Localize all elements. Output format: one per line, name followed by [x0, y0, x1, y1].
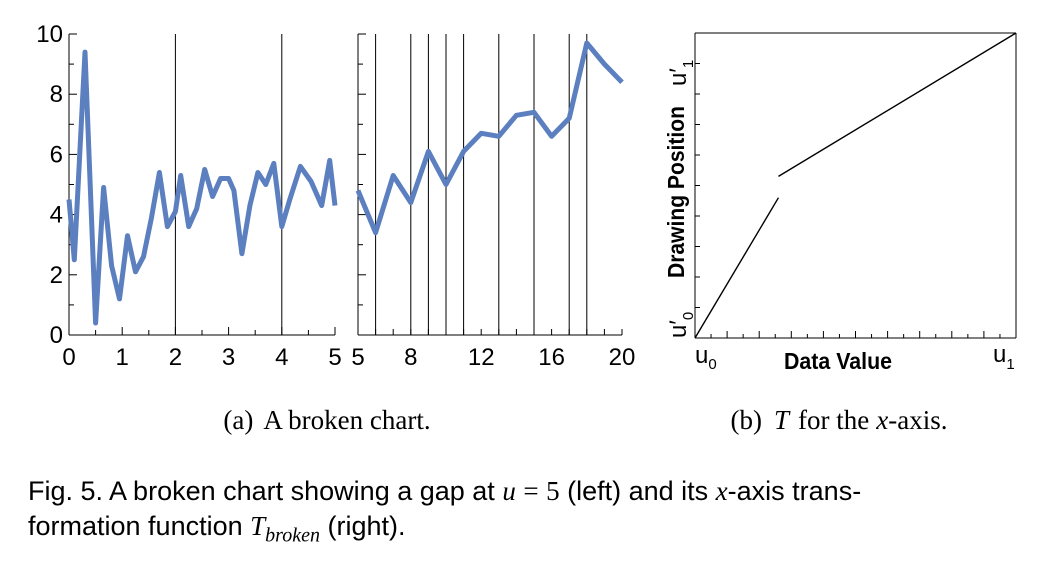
left-x-tick-label: 5: [328, 344, 341, 371]
left-x-tick-label: 1: [116, 344, 129, 371]
left-series-line: [66, 49, 338, 326]
left-x-tick-label: 4: [275, 344, 288, 371]
svg-text:u′1: u′1: [665, 60, 697, 86]
t-x-min-label: u0: [695, 342, 717, 373]
left-chart-panel: 0 2 4 6 8 10 0 1 2 3 4 5: [36, 21, 341, 371]
left-y-tick-label: 10: [36, 21, 63, 48]
t-y-max-label: u′1: [665, 60, 697, 86]
left-y-tick-label: 2: [50, 262, 63, 289]
left-y-tick-label: 0: [50, 322, 63, 349]
subcaption-a: (a) A broken chart.: [223, 405, 430, 435]
right-chart-panel: 5 8 12 16 20: [351, 33, 636, 371]
right-x-tick-label: 5: [351, 344, 364, 371]
figure-caption: Fig. 5. A broken chart showing a gap at …: [28, 476, 862, 547]
right-x-tick-label: 8: [404, 344, 417, 371]
t-y-min-label: u′0: [665, 312, 697, 338]
t-y-axis-title: Drawing Position: [663, 106, 689, 278]
t-x-max-label: u1: [993, 341, 1015, 373]
t-y-axis-title-group: Drawing Position: [663, 106, 689, 278]
right-x-tick-label: 16: [538, 344, 565, 371]
left-x-tick-label: 0: [62, 344, 75, 371]
left-x-tick-label: 2: [169, 344, 182, 371]
svg-text:u′0: u′0: [665, 312, 697, 338]
left-y-tick-label: 8: [50, 81, 63, 108]
right-x-tick-label: 20: [609, 344, 636, 371]
left-y-tick-label: 4: [50, 202, 63, 229]
t-segment-1: [694, 197, 780, 339]
t-x-axis-title: Data Value: [784, 348, 892, 374]
transformation-panel: u0 u1 Data Value u′0 u′1 Drawing Positio…: [663, 32, 1017, 374]
t-segment-2: [778, 32, 1017, 177]
right-x-tick-label: 12: [468, 344, 495, 371]
left-x-tick-label: 3: [222, 344, 235, 371]
right-series-line: [355, 40, 624, 236]
left-y-tick-label: 6: [50, 141, 63, 168]
